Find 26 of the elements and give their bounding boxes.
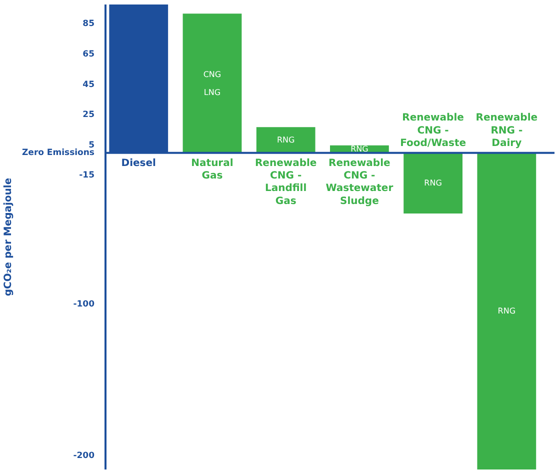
annotation: RNG [498,306,516,316]
x-tick-label: Renewable CNG - Food/Waste [400,112,466,149]
annotation: RNG [424,178,442,188]
annotation: CNG [203,70,222,79]
annotation: LNG [204,88,221,97]
x-tick-label: Natural Gas [191,158,234,182]
bar [182,14,242,153]
x-tick-label: Renewable RNG - Dairy [476,112,538,149]
y-tick-label: 25 [82,110,95,120]
annotation: RNG [350,144,368,154]
x-tick-label: Renewable CNG - Landfill Gas [254,158,317,207]
y-tick-label: 65 [82,49,95,60]
y-tick-label: Zero Emissions [22,148,95,158]
x-tick-label: Renewable CNG - Wastewater Sludge [326,158,394,207]
bar [404,152,462,214]
bar [256,127,316,153]
x-tick-label: Diesel [121,158,156,169]
y-tick-label: -200 [73,450,95,461]
y-tick-label: 5 [88,140,95,150]
annotation: RNG [276,136,295,145]
bar [477,152,536,470]
y-axis-title: gCO₂e per Megajoule [3,178,14,296]
y-tick-label: -15 [79,170,95,181]
y-tick-label: 85 [82,19,95,30]
y-tick-label: -100 [73,299,95,310]
y-tick-label: 45 [82,80,95,90]
